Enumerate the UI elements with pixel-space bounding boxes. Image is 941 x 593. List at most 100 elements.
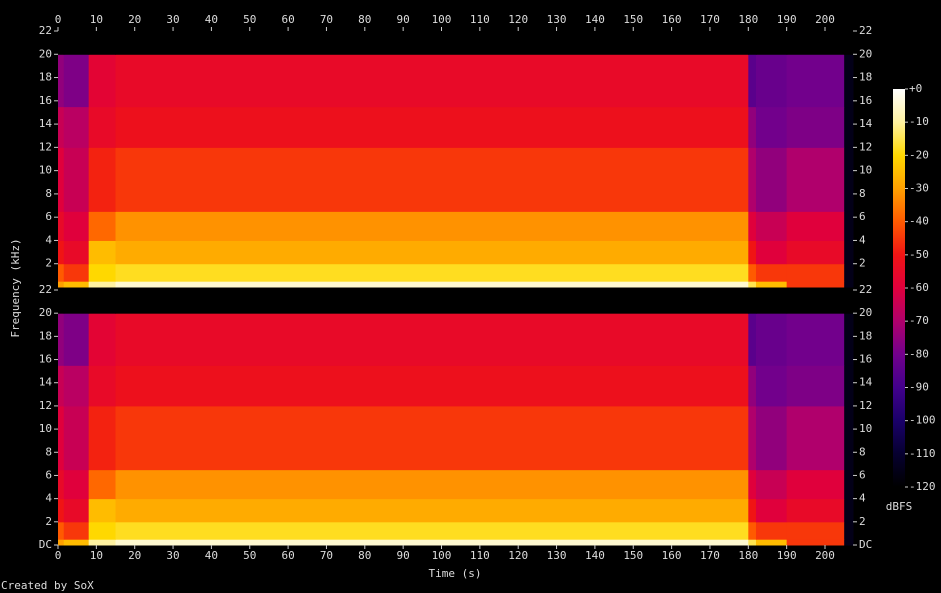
y-tick-label: 2 <box>45 257 52 270</box>
spectrogram-cell <box>786 290 845 314</box>
spectrogram-cell <box>844 54 854 108</box>
x-tick-label: 80 <box>358 13 371 26</box>
spectrogram-cell <box>748 313 757 366</box>
spectrogram-cell <box>58 106 65 148</box>
x-tick-label: 120 <box>508 549 528 562</box>
channel-spectrogram <box>58 290 854 546</box>
x-tick-label: 40 <box>205 549 218 562</box>
spectrogram-cell <box>63 539 90 546</box>
x-tick-label: 30 <box>166 549 179 562</box>
y-tick-label: 18 <box>859 329 872 342</box>
spectrogram-cell <box>755 240 788 265</box>
spectrogram-cell <box>844 365 854 407</box>
spectrogram-cell <box>748 521 757 540</box>
spectrogram-cell <box>786 365 845 407</box>
spectrogram-cell <box>115 147 749 212</box>
spectrogram-cell <box>786 469 845 500</box>
spectrogram-cell <box>115 539 749 546</box>
spectrogram-cell <box>755 539 788 546</box>
spectrogram-cell <box>748 405 757 471</box>
spectrogram-cell <box>58 365 65 407</box>
spectrogram-cell <box>88 290 117 314</box>
spectrogram-cell <box>755 405 788 471</box>
spectrogram-cell <box>844 31 854 55</box>
spectrogram-cell <box>88 211 117 241</box>
y-tick-label: 4 <box>45 492 52 505</box>
spectrogram-cell <box>115 290 749 314</box>
spectrogram-cell <box>844 539 854 546</box>
spectrogram-cell <box>786 106 845 148</box>
y-tick-label: 2 <box>859 515 866 528</box>
spectrogram-cell <box>755 281 788 288</box>
x-tick-label: 170 <box>700 549 720 562</box>
spectrogram-cell <box>88 469 117 500</box>
colorbar-tick-label: -70 <box>909 314 929 327</box>
spectrogram-cell <box>748 31 757 55</box>
spectrogram-cell <box>748 539 757 546</box>
spectrogram-cell <box>115 31 749 55</box>
y-tick-label: 6 <box>859 210 866 223</box>
y-tick-label: 8 <box>859 445 866 458</box>
x-tick-label: 10 <box>90 549 103 562</box>
y-tick-label: 4 <box>859 233 866 246</box>
x-tick-label: 180 <box>738 549 758 562</box>
spectrogram-cell <box>63 290 90 314</box>
x-tick-label: 150 <box>623 13 643 26</box>
spectrogram-cell <box>786 263 845 282</box>
x-tick-label: 130 <box>547 13 567 26</box>
spectrogram-cell <box>63 281 90 288</box>
spectrogram-cell <box>786 54 845 108</box>
x-tick-label: 90 <box>397 549 410 562</box>
spectrogram-cell <box>844 147 854 212</box>
spectrogram-cell <box>88 263 117 282</box>
spectrogram-cell <box>63 147 90 212</box>
spectrogram-cell <box>63 365 90 407</box>
y-tick-label: 18 <box>859 71 872 84</box>
x-tick-label: 200 <box>815 549 835 562</box>
y-tick-label: 6 <box>45 468 52 481</box>
spectrogram-cell <box>755 498 788 523</box>
footer: Created by SoX <box>1 579 94 592</box>
y-tick-label: 2 <box>859 257 866 270</box>
colorbar <box>893 89 905 487</box>
y-tick-label: 16 <box>859 353 872 366</box>
spectrogram-cell <box>115 211 749 241</box>
spectrogram-cell <box>748 147 757 212</box>
spectrogram-cell <box>755 211 788 241</box>
spectrogram-cell <box>115 281 749 288</box>
y-tick-label: 20 <box>859 47 872 60</box>
spectrogram-cell <box>58 405 65 471</box>
x-tick-label: 110 <box>470 13 490 26</box>
spectrogram-cell <box>786 211 845 241</box>
y-tick-label: 12 <box>859 399 872 412</box>
spectrogram-cell <box>844 469 854 500</box>
spectrogram-cell <box>755 365 788 407</box>
y-tick-label: 14 <box>859 117 873 130</box>
spectrogram-cell <box>58 211 65 241</box>
spectrogram-cell <box>88 313 117 366</box>
spectrogram-cell <box>88 54 117 108</box>
colorbar-tick-label: -100 <box>909 414 936 427</box>
y-tick-label: 16 <box>39 94 52 107</box>
x-tick-label: 160 <box>662 549 682 562</box>
x-tick-label: 130 <box>547 549 567 562</box>
spectrogram-cell <box>63 313 90 366</box>
spectrogram-cell <box>58 313 65 366</box>
colorbar-tick-label: +0 <box>909 82 922 95</box>
spectrogram-cell <box>748 263 757 282</box>
spectrogram-cell <box>58 498 65 523</box>
spectrogram-cell <box>755 521 788 540</box>
spectrogram-cell <box>755 469 788 500</box>
x-tick-label: 0 <box>55 13 62 26</box>
spectrogram-cell <box>88 539 117 546</box>
y-tick-label: 16 <box>859 94 872 107</box>
spectrogram-cell <box>63 521 90 540</box>
y-tick-label: 12 <box>39 140 52 153</box>
spectrogram-cell <box>63 405 90 471</box>
spectrogram-cell <box>58 147 65 212</box>
colorbar-tick-label: -80 <box>909 347 929 360</box>
spectrogram-cell <box>115 498 749 523</box>
y-tick-label: DC <box>859 538 872 551</box>
x-tick-label: 100 <box>432 549 452 562</box>
